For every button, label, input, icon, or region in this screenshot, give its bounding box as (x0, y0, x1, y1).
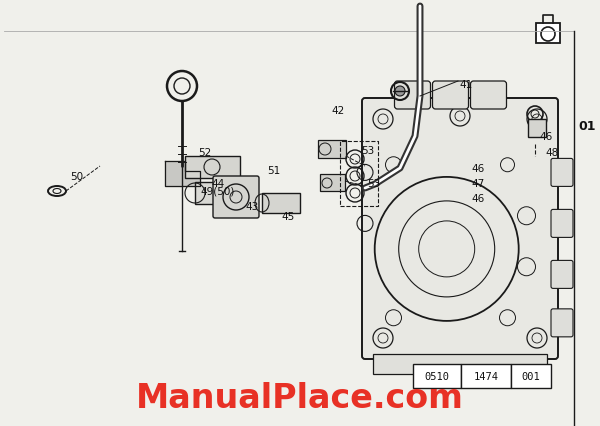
FancyBboxPatch shape (395, 82, 431, 110)
FancyBboxPatch shape (551, 159, 573, 187)
Text: 42: 42 (331, 106, 344, 116)
Bar (185, 157, 240, 178)
Text: 41: 41 (460, 80, 473, 90)
Text: 43: 43 (245, 201, 259, 211)
FancyBboxPatch shape (551, 261, 573, 289)
Text: 47: 47 (472, 178, 485, 189)
FancyBboxPatch shape (433, 82, 469, 110)
Bar (262, 193, 300, 213)
Text: 53: 53 (367, 178, 380, 189)
Bar (528, 120, 546, 138)
Bar (318, 141, 346, 158)
Bar (536, 24, 560, 44)
Text: 49(50): 49(50) (201, 187, 235, 196)
Text: 48: 48 (545, 148, 559, 158)
FancyBboxPatch shape (213, 177, 259, 219)
Bar (373, 354, 547, 374)
Text: 45: 45 (281, 211, 295, 222)
Text: 0510: 0510 (425, 371, 449, 381)
Bar (413, 364, 461, 388)
Bar (461, 364, 511, 388)
Text: 46: 46 (539, 132, 553, 142)
Circle shape (395, 87, 405, 97)
Text: 46: 46 (472, 193, 485, 204)
Text: 01: 01 (578, 120, 596, 133)
FancyBboxPatch shape (470, 82, 506, 110)
FancyBboxPatch shape (362, 99, 558, 359)
Bar (511, 364, 551, 388)
Text: 53: 53 (361, 146, 374, 155)
Text: 51: 51 (268, 166, 281, 176)
Text: 001: 001 (521, 371, 541, 381)
Text: 44: 44 (211, 178, 224, 189)
Bar (320, 175, 345, 192)
Text: 50: 50 (70, 172, 83, 181)
Bar (195, 183, 227, 204)
FancyBboxPatch shape (551, 210, 573, 238)
Text: 1474: 1474 (473, 371, 499, 381)
Polygon shape (165, 161, 200, 187)
Text: 52: 52 (199, 148, 212, 158)
Text: 46: 46 (472, 164, 485, 173)
Text: ManualPlace.com: ManualPlace.com (136, 382, 464, 414)
FancyBboxPatch shape (551, 309, 573, 337)
